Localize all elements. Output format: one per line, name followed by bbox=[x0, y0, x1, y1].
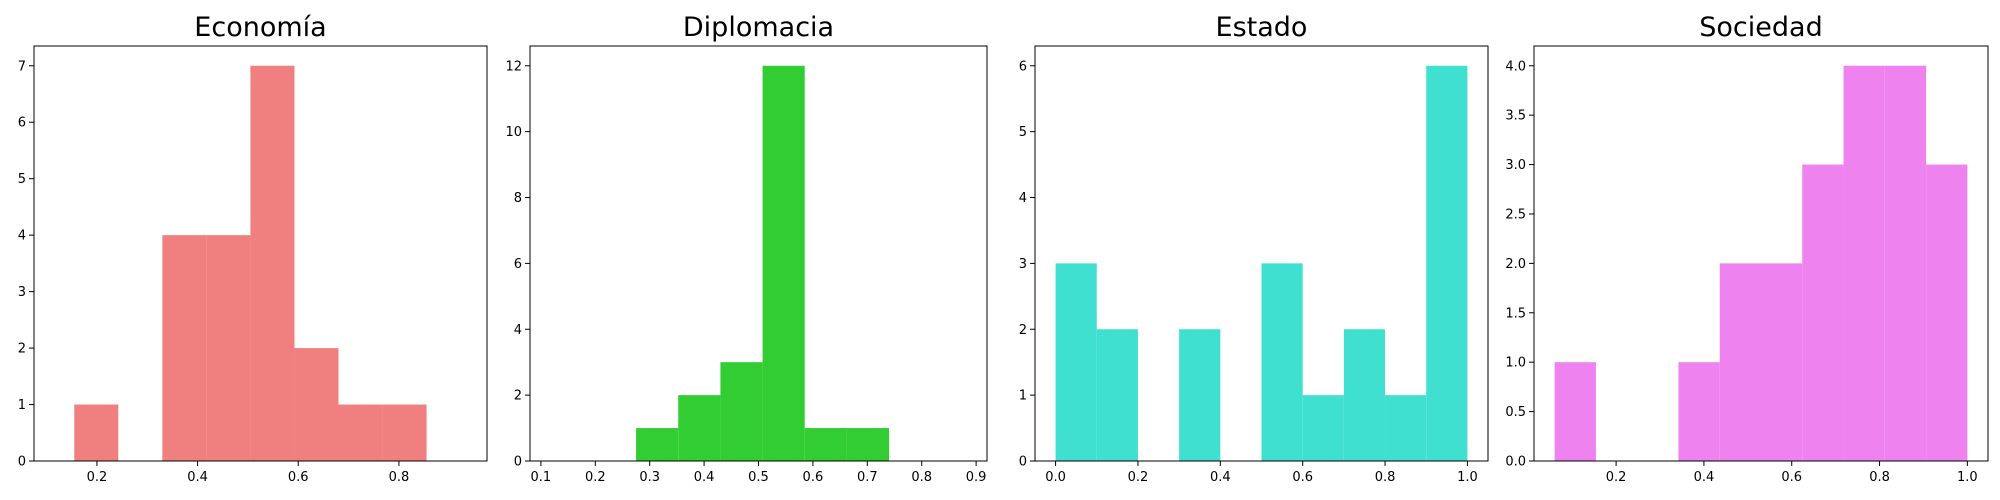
x-tick-label: 0.8 bbox=[1375, 470, 1396, 485]
y-tick-label: 4 bbox=[514, 323, 522, 338]
histogram-bar bbox=[846, 428, 890, 461]
y-tick-label: 8 bbox=[514, 191, 522, 206]
y-tick-label: 0 bbox=[514, 455, 522, 470]
axes-frame bbox=[1034, 45, 1489, 462]
y-tick-label: 2 bbox=[1019, 323, 1027, 338]
panel-economia: Economía 0.2 0.4 0.6 0.8 0 1 2 3 4 5 6 7 bbox=[18, 12, 488, 485]
y-tick-label: 1.0 bbox=[1505, 356, 1526, 371]
y-tick-label: 3 bbox=[18, 285, 26, 300]
x-tick-label: 0.4 bbox=[1694, 470, 1715, 485]
y-tick-label: 12 bbox=[505, 59, 522, 74]
y-tick-label: 0 bbox=[1019, 455, 1027, 470]
x-tick-label: 0.2 bbox=[585, 470, 606, 485]
y-tick-label: 1 bbox=[18, 398, 26, 413]
y-tick-label: 10 bbox=[505, 125, 522, 140]
x-tick-label: 0.4 bbox=[187, 470, 208, 485]
y-tick-label: 6 bbox=[18, 116, 26, 131]
histogram-bar bbox=[1343, 329, 1386, 461]
axes-frame bbox=[33, 45, 488, 462]
histogram-bar bbox=[206, 235, 251, 461]
x-tick-label: 0.4 bbox=[694, 470, 715, 485]
panel-title: Sociedad bbox=[1699, 12, 1822, 43]
histogram-bar bbox=[1554, 362, 1596, 461]
histogram-bar bbox=[1302, 395, 1344, 461]
y-tick-label: 5 bbox=[1019, 125, 1027, 140]
panel-title: Economía bbox=[194, 12, 326, 43]
x-tick-label: 0.6 bbox=[1781, 470, 1802, 485]
y-tick-label: 2.5 bbox=[1505, 207, 1526, 222]
histogram-bar bbox=[250, 65, 295, 461]
y-tick-label: 3 bbox=[1019, 257, 1027, 272]
histogram-bar bbox=[1802, 164, 1844, 461]
histogram-bar bbox=[1096, 329, 1138, 461]
histogram-bar bbox=[1678, 362, 1720, 461]
histogram-bar bbox=[1261, 263, 1303, 461]
histogram-bar bbox=[1055, 263, 1097, 461]
y-tick-label: 6 bbox=[514, 257, 522, 272]
panel-title: Estado bbox=[1216, 12, 1308, 43]
x-tick-label: 0.4 bbox=[1210, 470, 1231, 485]
x-tick-label: 0.2 bbox=[1606, 470, 1627, 485]
y-tick-label: 0.0 bbox=[1505, 455, 1526, 470]
y-tick-label: 2 bbox=[514, 389, 522, 404]
x-tick-label: 0.9 bbox=[966, 470, 987, 485]
y-tick-label: 2.0 bbox=[1505, 257, 1526, 272]
y-tick-label: 2 bbox=[18, 342, 26, 357]
histogram-bar bbox=[1426, 65, 1468, 461]
panel-diplomacia: Diplomacia 0.1 0.2 0.3 0.4 0.5 0.6 0.7 0.8 0.9 0 2… bbox=[505, 12, 988, 485]
y-tick-label: 3.5 bbox=[1505, 109, 1526, 124]
histogram-bar bbox=[382, 404, 427, 461]
y-tick-label: 1 bbox=[1019, 389, 1027, 404]
x-tick-label: 0.2 bbox=[87, 470, 108, 485]
x-tick-label: 1.0 bbox=[1957, 470, 1978, 485]
histogram-bar bbox=[1179, 329, 1221, 461]
x-tick-label: 0.8 bbox=[911, 470, 932, 485]
y-tick-label: 0 bbox=[18, 455, 26, 470]
x-tick-label: 0.2 bbox=[1128, 470, 1149, 485]
y-tick-label: 5 bbox=[18, 172, 26, 187]
y-tick-label: 3.0 bbox=[1505, 158, 1526, 173]
histogram-bar bbox=[720, 362, 763, 461]
histogram-bar bbox=[804, 428, 847, 461]
panel-title: Diplomacia bbox=[683, 12, 834, 43]
x-tick-label: 0.0 bbox=[1045, 470, 1066, 485]
y-tick-label: 6 bbox=[1019, 59, 1027, 74]
histogram-bar bbox=[1843, 65, 1885, 461]
y-tick-label: 1.5 bbox=[1505, 306, 1526, 321]
panel-sociedad: Sociedad 0.2 0.4 0.6 0.8 1.0 0.0 0.5 1.0 1.5 2.0 2… bbox=[1505, 12, 1989, 485]
histogram-bar bbox=[636, 428, 679, 461]
y-tick-label: 7 bbox=[18, 59, 26, 74]
histogram-bar bbox=[294, 348, 339, 461]
x-tick-label: 0.6 bbox=[1292, 470, 1313, 485]
panel-estado: Estado 0.0 0.2 0.4 0.6 0.8 1.0 0 1 2 3 4 5 6 bbox=[1019, 12, 1489, 485]
x-tick-label: 0.7 bbox=[857, 470, 878, 485]
histogram-bar bbox=[1761, 263, 1803, 461]
y-tick-label: 4 bbox=[18, 229, 26, 244]
histogram-bar bbox=[762, 65, 805, 461]
histogram-bar bbox=[1884, 65, 1927, 461]
histogram-bar bbox=[678, 395, 721, 461]
x-tick-label: 0.8 bbox=[389, 470, 410, 485]
y-tick-label: 4 bbox=[1019, 191, 1027, 206]
x-tick-label: 0.5 bbox=[748, 470, 769, 485]
x-tick-label: 0.8 bbox=[1869, 470, 1890, 485]
axes-frame bbox=[1533, 45, 1989, 462]
histogram-bar bbox=[1719, 263, 1761, 461]
y-tick-label: 4.0 bbox=[1505, 59, 1526, 74]
histogram-bar bbox=[162, 235, 207, 461]
histogram-bar bbox=[338, 404, 383, 461]
x-tick-label: 0.6 bbox=[288, 470, 309, 485]
y-tick-label: 0.5 bbox=[1505, 405, 1526, 420]
histogram-bar bbox=[74, 404, 119, 461]
x-tick-label: 0.3 bbox=[639, 470, 660, 485]
x-tick-label: 0.1 bbox=[531, 470, 552, 485]
x-tick-label: 0.6 bbox=[803, 470, 824, 485]
x-tick-label: 1.0 bbox=[1457, 470, 1478, 485]
histogram-bar bbox=[1926, 164, 1968, 461]
histogram-bar bbox=[1385, 395, 1427, 461]
